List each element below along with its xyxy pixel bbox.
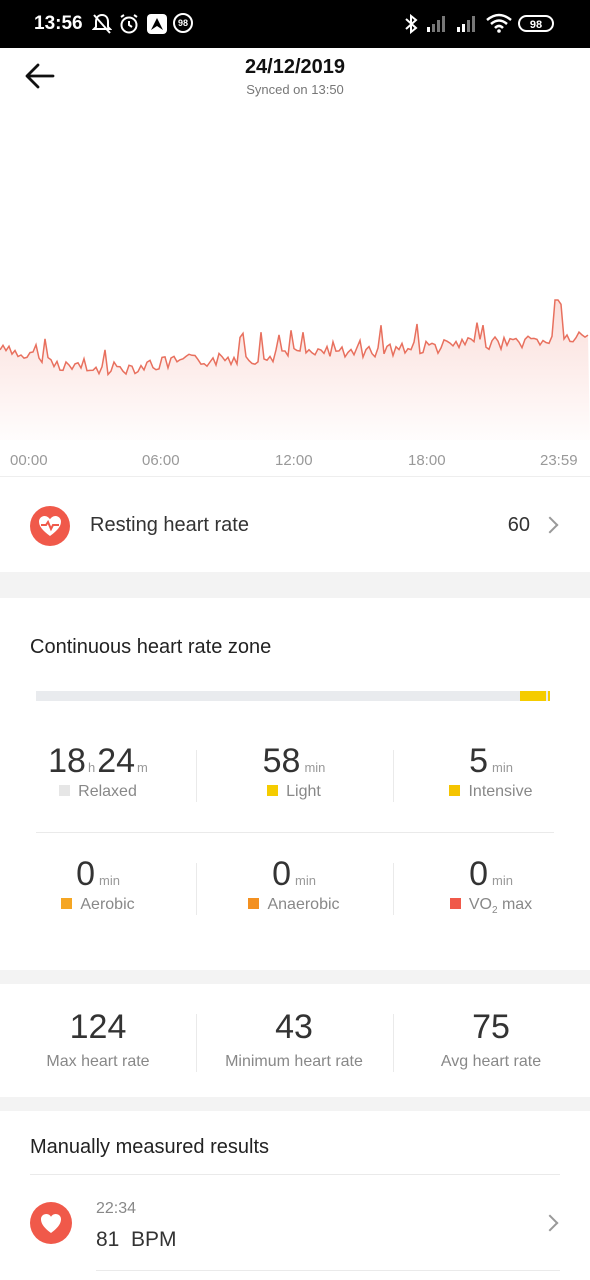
section-divider	[0, 970, 590, 984]
zone-light-value: 58	[262, 742, 301, 780]
zone-relaxed-hours: 18	[48, 742, 86, 780]
zone-anaerobic-swatch	[248, 898, 260, 909]
status-time: 13:56	[34, 13, 83, 34]
zone-aerobic-value: 0	[76, 855, 95, 893]
navigation-app-icon	[147, 14, 167, 34]
manual-result-value: 81 BPM	[96, 1228, 177, 1251]
zone-vo2max-label: VO	[468, 896, 492, 913]
zone-relaxed-hours-unit: h	[87, 760, 96, 775]
divider	[36, 832, 554, 833]
manual-results-title: Manually measured results	[30, 1136, 269, 1158]
zone-bar-intensive	[548, 691, 550, 701]
section-divider	[0, 1097, 590, 1111]
x-tick-0600: 06:00	[142, 452, 180, 469]
section-divider	[0, 572, 590, 598]
divider	[393, 1014, 394, 1072]
x-tick-1200: 12:00	[275, 452, 313, 469]
zone-aerobic-swatch	[61, 898, 73, 909]
zone-vo2max-value: 0	[469, 855, 488, 893]
manual-result-time: 22:34	[96, 1200, 137, 1217]
zone-vo2max-label-tail: max	[497, 896, 533, 913]
zone-relaxed-swatch	[59, 785, 71, 796]
avg-heart-rate: 75 Avg heart rate	[393, 1008, 589, 1071]
x-tick-2359: 23:59	[540, 452, 578, 469]
zone-intensive-swatch	[449, 785, 461, 796]
min-heart-rate: 43 Minimum heart rate	[196, 1008, 392, 1071]
battery-icon: 98	[518, 15, 554, 32]
resting-heart-rate-row[interactable]	[0, 476, 590, 573]
zone-section-title: Continuous heart rate zone	[30, 636, 272, 658]
zone-aerobic-unit: min	[98, 873, 120, 888]
zone-relaxed-minutes: 24	[97, 742, 136, 780]
alarm-icon	[120, 14, 138, 34]
x-tick-1800: 18:00	[408, 452, 446, 469]
page-title-date: 24/12/2019	[244, 56, 346, 78]
zone-relaxed-label: Relaxed	[78, 783, 137, 800]
zone-anaerobic-value: 0	[272, 855, 291, 893]
min-heart-rate-label: Minimum heart rate	[225, 1053, 363, 1070]
max-heart-rate-label: Max heart rate	[46, 1053, 150, 1070]
zone-aerobic: 0 min Aerobic	[0, 855, 196, 914]
sync-status: Synced on 13:50	[246, 82, 344, 97]
zone-light: 58 min Light	[196, 742, 392, 801]
min-heart-rate-value: 43	[275, 1008, 313, 1046]
heart-pulse-icon	[30, 506, 70, 546]
divider	[196, 1014, 197, 1072]
heart-rate-chart	[0, 299, 590, 440]
zone-intensive-value: 5	[469, 742, 488, 780]
zone-relaxed: 18 h24 m Relaxed	[0, 742, 196, 801]
zone-light-unit: min	[304, 760, 326, 775]
divider	[393, 750, 394, 802]
resting-heart-rate-label: Resting heart rate	[90, 514, 249, 536]
avg-heart-rate-label: Avg heart rate	[440, 1053, 542, 1070]
divider	[196, 750, 197, 802]
zone-aerobic-label: Aerobic	[80, 896, 135, 913]
divider	[393, 863, 394, 915]
bluetooth-icon	[405, 13, 418, 35]
x-tick-0000: 00:00	[10, 452, 48, 469]
wifi-icon	[486, 13, 512, 33]
manual-result-row[interactable]	[0, 1176, 590, 1270]
zone-distribution-bar	[36, 691, 550, 701]
back-arrow-icon[interactable]	[24, 62, 56, 90]
status-bar: 13:56 98 98	[0, 0, 590, 48]
zone-vo2max-label-sub: 2	[491, 905, 498, 917]
heart-rate-line	[0, 299, 589, 377]
zone-anaerobic-unit: min	[294, 873, 316, 888]
zone-vo2max-swatch	[449, 898, 461, 909]
zone-vo2max-unit: min	[491, 873, 513, 888]
zone-light-swatch	[267, 785, 279, 796]
zone-anaerobic-label: Anaerobic	[267, 896, 340, 913]
max-heart-rate-value: 124	[69, 1008, 127, 1046]
heart-rate-area	[0, 300, 590, 440]
zone-intensive-unit: min	[491, 760, 513, 775]
divider	[96, 1270, 560, 1271]
divider	[196, 863, 197, 915]
signal-2-icon	[457, 16, 475, 32]
avg-heart-rate-value: 75	[472, 1008, 510, 1046]
zone-vo2max: 0 min VO2 max	[393, 855, 589, 916]
zone-light-label: Light	[286, 783, 321, 800]
signal-1-icon	[427, 16, 445, 32]
divider	[30, 1174, 560, 1175]
resting-heart-rate-value: 60	[507, 514, 530, 536]
notifications-off-icon	[92, 13, 112, 34]
zone-bar-light	[520, 691, 546, 701]
max-heart-rate: 124 Max heart rate	[0, 1008, 196, 1071]
zone-relaxed-minutes-unit: m	[137, 760, 148, 775]
notification-count-badge: 98	[173, 13, 193, 33]
zone-anaerobic: 0 min Anaerobic	[196, 855, 392, 914]
zone-intensive-label: Intensive	[468, 783, 533, 800]
heart-icon	[30, 1202, 72, 1244]
zone-intensive: 5 min Intensive	[393, 742, 589, 801]
